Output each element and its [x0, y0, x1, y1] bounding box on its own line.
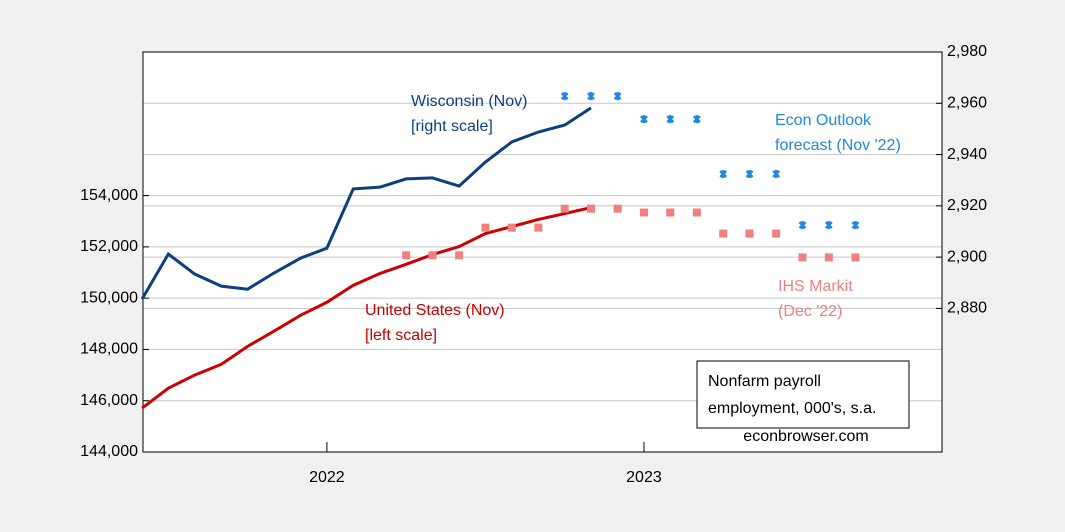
square-marker	[507, 223, 516, 232]
y-tick-label: 144,000	[80, 443, 138, 460]
x-tick-label: 2023	[626, 469, 662, 486]
x-tick-label: 2022	[309, 469, 345, 486]
y-tick-label: 152,000	[80, 238, 138, 255]
cross-marker	[613, 92, 622, 101]
y2-tick-label: 2,940	[947, 146, 987, 163]
y2-tick-label: 2,880	[947, 300, 987, 317]
annotation: forecast (Nov '22)	[775, 137, 901, 154]
cross-marker	[851, 221, 860, 230]
y2-tick-label: 2,900	[947, 248, 987, 265]
note-box	[696, 360, 910, 429]
y-tick-label: 148,000	[80, 341, 138, 358]
cross-marker	[587, 92, 595, 101]
annotation: (Dec '22)	[778, 303, 842, 320]
cross-marker	[666, 115, 675, 124]
y2-tick-label: 2,920	[947, 197, 987, 214]
square-marker	[692, 208, 701, 217]
square-marker	[719, 229, 728, 238]
note-text: Nonfarm payroll	[708, 373, 821, 390]
y-tick-label: 154,000	[80, 187, 138, 204]
square-marker	[824, 253, 833, 262]
square-marker	[639, 208, 648, 217]
square-marker	[402, 251, 411, 260]
cross-marker	[719, 170, 728, 179]
square-marker	[613, 204, 622, 213]
annotation: [left scale]	[365, 327, 437, 344]
cross-marker	[824, 221, 833, 230]
line	[140, 106, 592, 300]
square-marker	[772, 229, 781, 238]
square-marker	[481, 223, 490, 232]
y2-tick-label: 2,960	[947, 95, 987, 112]
cross-marker	[693, 115, 701, 124]
plot-frame	[142, 51, 943, 453]
square-marker	[534, 223, 543, 232]
y2-tick-label: 2,980	[947, 43, 987, 60]
square-marker	[428, 251, 437, 260]
line	[141, 206, 592, 410]
annotation: Econ Outlook	[775, 112, 872, 129]
square-marker	[851, 253, 860, 262]
square-marker	[587, 204, 596, 213]
annotation: United States (Nov)	[365, 302, 505, 319]
square-marker	[666, 208, 675, 217]
square-marker	[455, 251, 464, 260]
annotation: [right scale]	[411, 118, 493, 135]
square-marker	[798, 253, 807, 262]
y-tick-label: 146,000	[80, 392, 138, 409]
cross-marker	[560, 92, 569, 101]
cross-marker	[798, 221, 807, 230]
cross-marker	[640, 115, 648, 124]
square-marker	[560, 204, 569, 213]
annotation: IHS Markit	[778, 278, 853, 295]
y-tick-label: 150,000	[80, 289, 138, 306]
cross-marker	[772, 170, 781, 179]
cross-marker	[745, 170, 754, 179]
note-text: employment, 000's, s.a.	[708, 400, 876, 417]
square-marker	[745, 229, 754, 238]
source: econbrowser.com	[743, 428, 868, 445]
annotation: Wisconsin (Nov)	[411, 93, 527, 110]
